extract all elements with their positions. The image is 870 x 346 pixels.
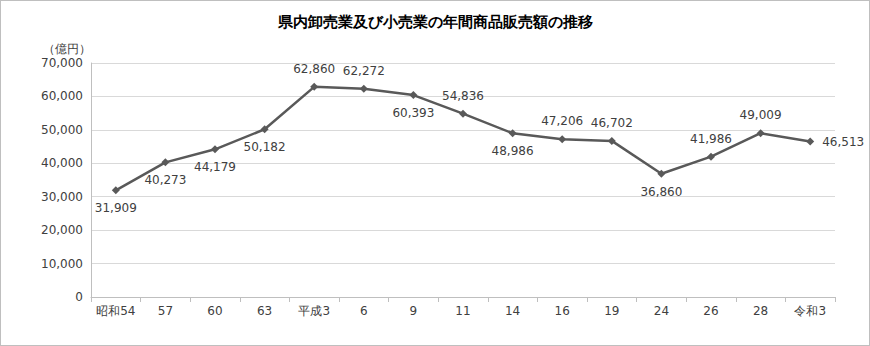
svg-text:県内卸売業及び小売業の年間商品販売額の推移: 県内卸売業及び小売業の年間商品販売額の推移 — [277, 13, 593, 31]
svg-text:60,000: 60,000 — [41, 89, 83, 103]
svg-text:40,273: 40,273 — [144, 173, 186, 187]
svg-text:41,986: 41,986 — [690, 132, 732, 146]
svg-text:9: 9 — [410, 304, 418, 318]
svg-text:70,000: 70,000 — [41, 56, 83, 70]
svg-text:44,179: 44,179 — [194, 160, 236, 174]
svg-text:54,836: 54,836 — [442, 89, 484, 103]
svg-text:（億円）: （億円） — [43, 42, 91, 56]
svg-text:30,000: 30,000 — [41, 190, 83, 204]
svg-text:60: 60 — [207, 304, 222, 318]
svg-text:0: 0 — [75, 290, 83, 304]
svg-text:令和3: 令和3 — [794, 304, 826, 318]
svg-text:6: 6 — [360, 304, 368, 318]
svg-text:50,000: 50,000 — [41, 123, 83, 137]
svg-text:63: 63 — [257, 304, 272, 318]
svg-text:62,860: 62,860 — [293, 62, 335, 76]
svg-text:14: 14 — [505, 304, 520, 318]
svg-text:46,513: 46,513 — [822, 135, 864, 149]
svg-text:26: 26 — [703, 304, 718, 318]
svg-text:31,909: 31,909 — [95, 201, 137, 215]
svg-text:62,272: 62,272 — [343, 64, 385, 78]
svg-text:47,206: 47,206 — [541, 114, 583, 128]
svg-text:49,009: 49,009 — [740, 108, 782, 122]
svg-text:10,000: 10,000 — [41, 257, 83, 271]
svg-text:40,000: 40,000 — [41, 156, 83, 170]
svg-text:28: 28 — [753, 304, 768, 318]
svg-text:48,986: 48,986 — [492, 144, 534, 158]
svg-text:19: 19 — [604, 304, 619, 318]
svg-text:11: 11 — [455, 304, 470, 318]
svg-text:57: 57 — [158, 304, 173, 318]
svg-text:36,860: 36,860 — [640, 185, 682, 199]
svg-text:16: 16 — [555, 304, 570, 318]
svg-text:昭和54: 昭和54 — [96, 304, 135, 318]
svg-text:50,182: 50,182 — [244, 140, 286, 154]
svg-text:46,702: 46,702 — [591, 116, 633, 130]
svg-text:平成3: 平成3 — [298, 304, 330, 318]
svg-text:60,393: 60,393 — [392, 106, 434, 120]
svg-text:24: 24 — [654, 304, 669, 318]
svg-text:20,000: 20,000 — [41, 223, 83, 237]
